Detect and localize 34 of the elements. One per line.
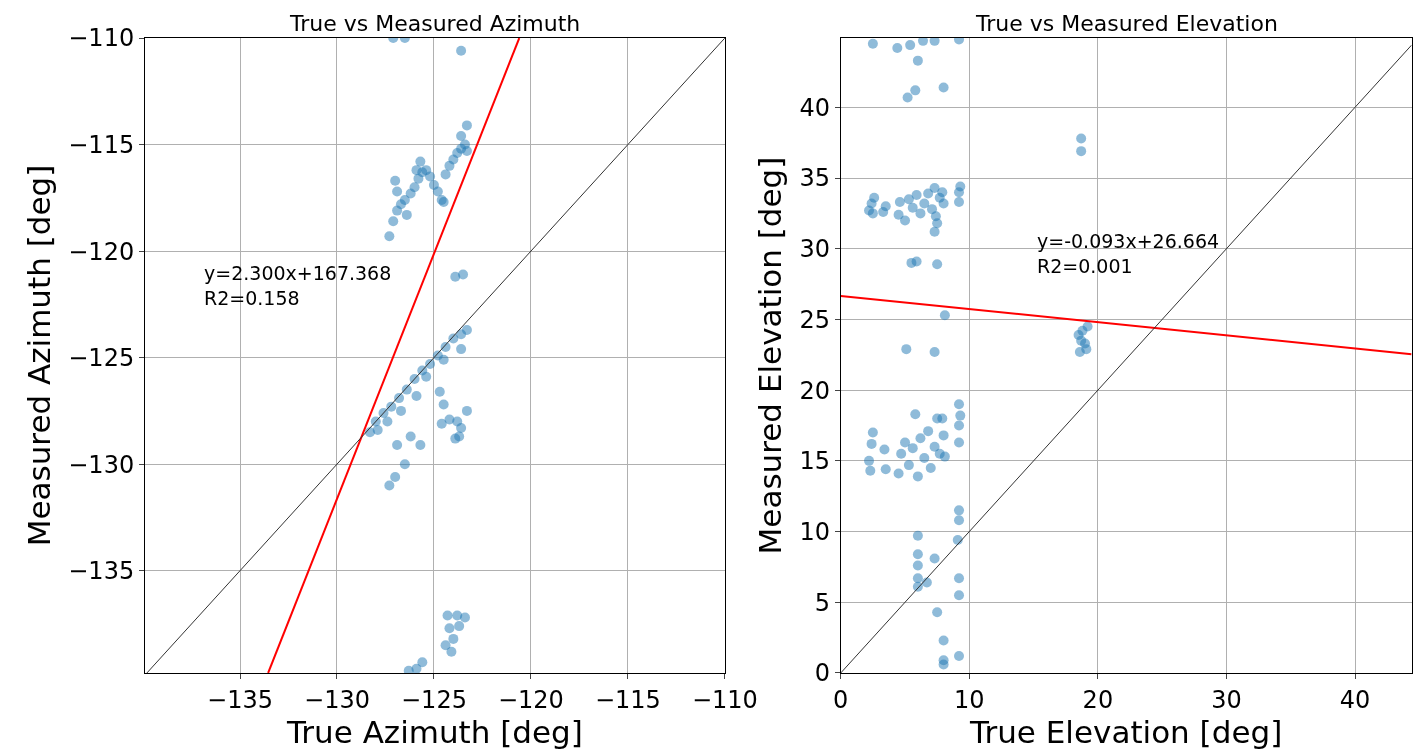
- y-tick-label: −130: [68, 450, 135, 479]
- x-axis-title: True Elevation [deg]: [969, 713, 1283, 750]
- y-tick-label: −115: [68, 130, 135, 159]
- y-tick-label: −110: [68, 24, 135, 53]
- y-tick-label: 10: [799, 517, 830, 546]
- y-tick-label: 15: [799, 447, 830, 476]
- x-tick-label: 20: [1082, 685, 1114, 714]
- y-tick-label: 40: [799, 93, 830, 122]
- x-tick-label: −130: [304, 685, 370, 714]
- chart-title: True vs Measured Elevation: [975, 11, 1278, 36]
- x-tick-label: 30: [1211, 685, 1242, 714]
- annotation: y=-0.093x+26.664 R2=0.001: [1037, 230, 1220, 277]
- y-tick-label: −120: [68, 237, 135, 266]
- y-axis-title: Measured Elevation [deg]: [752, 156, 789, 555]
- x-tick-label: 0: [833, 685, 849, 714]
- x-tick-label: −110: [691, 685, 758, 714]
- x-tick-label: 40: [1339, 685, 1371, 714]
- y-tick-label: 25: [799, 305, 830, 334]
- x-tick-label: −120: [497, 685, 564, 714]
- chart-title: True vs Measured Azimuth: [289, 11, 581, 36]
- y-tick-label: 20: [799, 376, 830, 405]
- x-tick-label: −115: [594, 685, 661, 714]
- y-tick-label: 5: [814, 588, 830, 617]
- y-tick-label: −135: [68, 557, 135, 586]
- x-tick-label: −125: [400, 685, 467, 714]
- y-tick-label: 30: [799, 235, 830, 264]
- y-tick-label: 35: [799, 164, 830, 193]
- y-tick-label: 0: [814, 659, 830, 688]
- x-tick-label: 10: [954, 685, 985, 714]
- y-axis-title: Measured Azimuth [deg]: [20, 164, 57, 547]
- x-tick-label: −135: [207, 685, 273, 714]
- annotation: y=2.300x+167.368 R2=0.158: [204, 262, 392, 309]
- x-axis-title: True Azimuth [deg]: [285, 713, 583, 750]
- y-tick-label: −125: [68, 344, 135, 373]
